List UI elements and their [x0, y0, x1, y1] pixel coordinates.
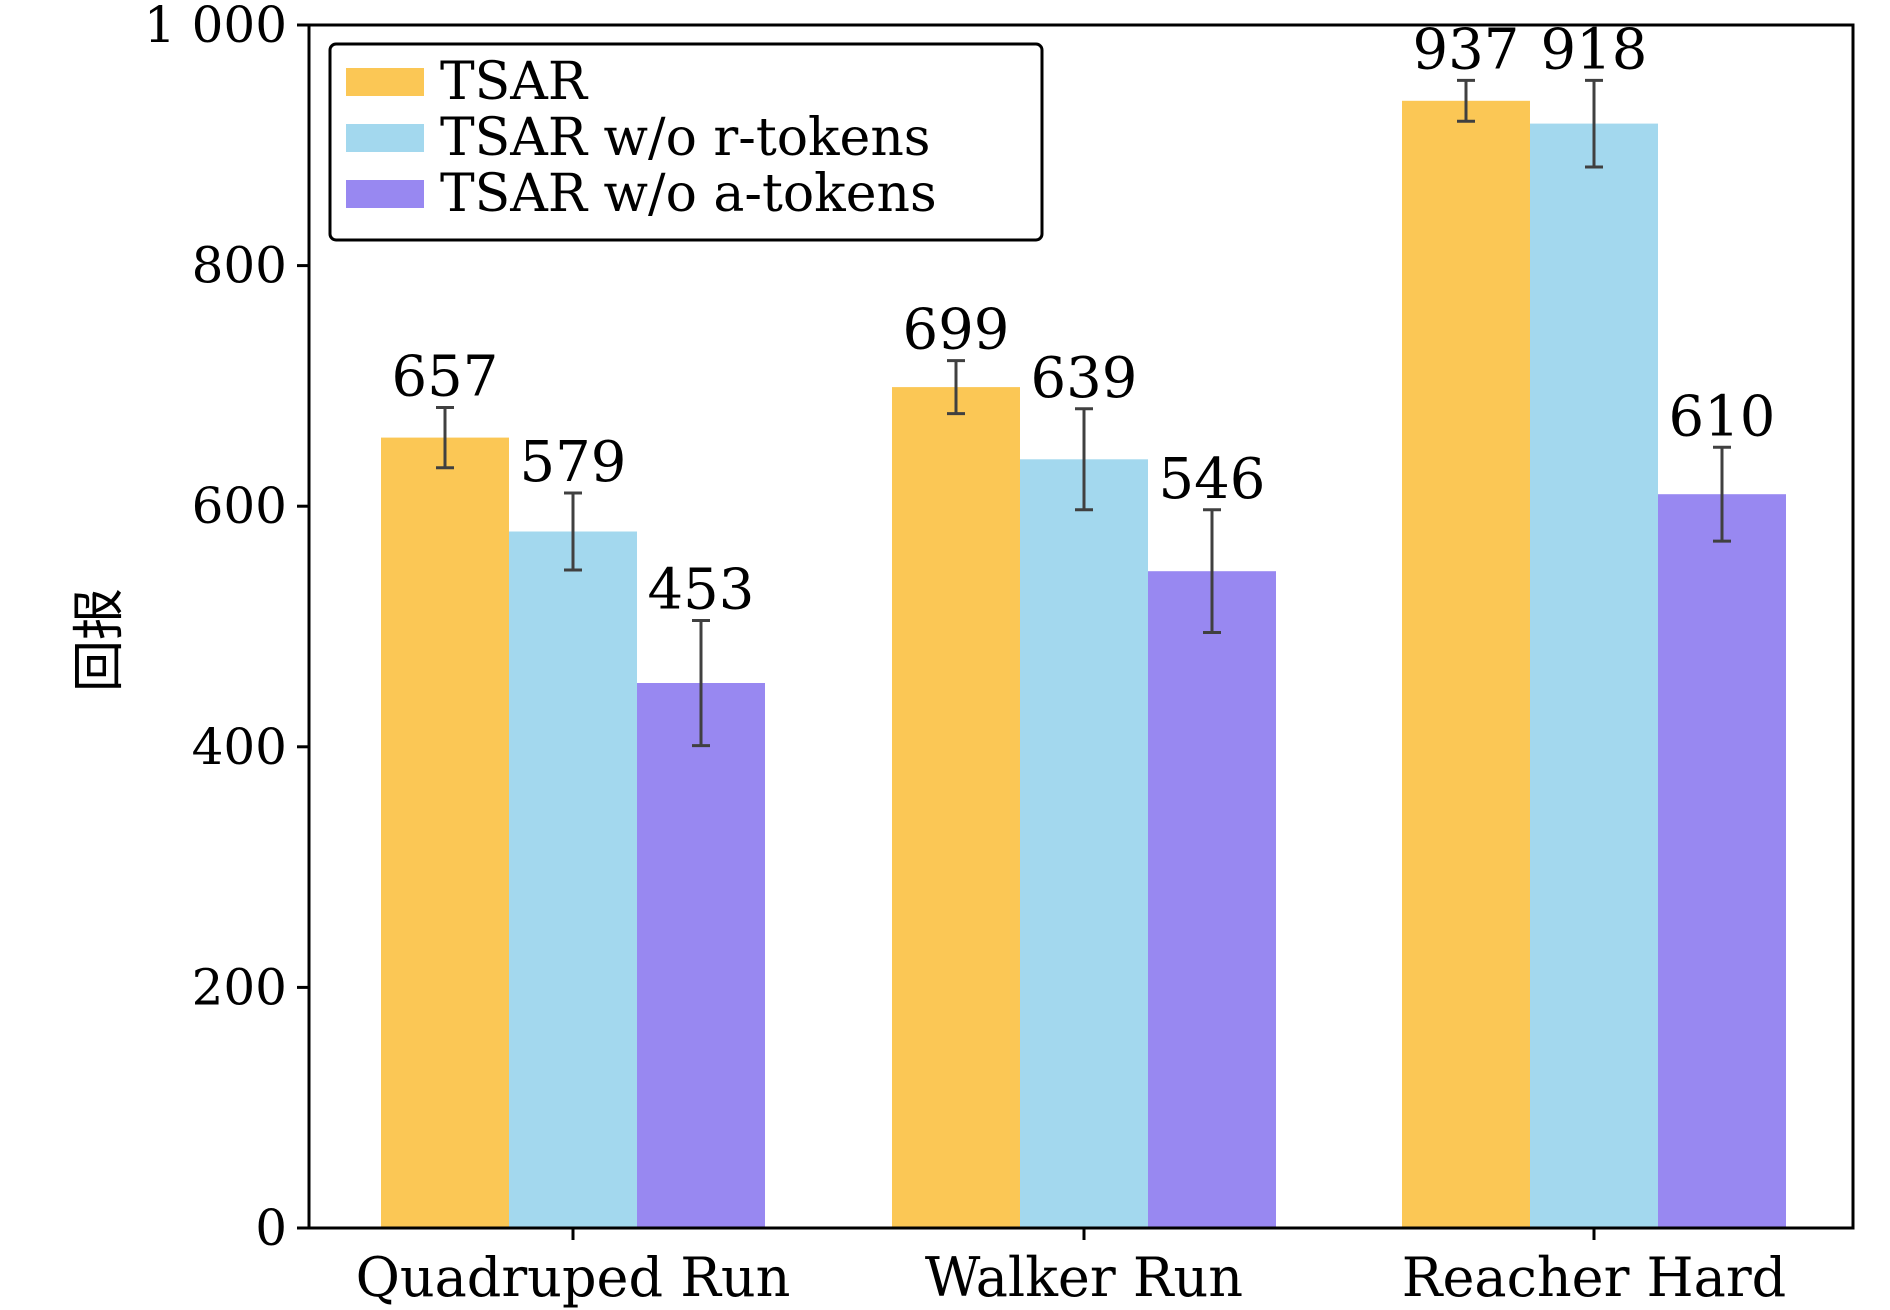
- bar: [1530, 123, 1658, 1229]
- legend-frame: [328, 42, 1044, 242]
- data-label: 699: [903, 298, 1010, 363]
- bar: [1148, 571, 1276, 1228]
- data-label: 657: [392, 345, 499, 410]
- y-tick-label: 200: [192, 958, 287, 1016]
- y-tick-label: 0: [255, 1199, 287, 1257]
- y-tick-label: 600: [192, 477, 287, 535]
- legend-swatch: [346, 68, 424, 96]
- legend-swatch: [346, 180, 424, 208]
- error-bars-layer: [436, 78, 1731, 748]
- bar: [509, 531, 637, 1228]
- legend-label: TSAR w/o a-tokens: [440, 164, 937, 224]
- y-tick-label: 1 000: [144, 0, 287, 54]
- bar: [1402, 100, 1530, 1228]
- y-tick-label: 400: [192, 718, 287, 776]
- bar: [381, 437, 509, 1229]
- data-label: 610: [1669, 384, 1776, 449]
- data-label: 918: [1541, 17, 1648, 82]
- bar: [1658, 494, 1786, 1228]
- legend-label: TSAR: [440, 52, 589, 112]
- data-label: 937: [1413, 17, 1520, 82]
- bar: [637, 683, 765, 1228]
- legend-label: TSAR w/o r-tokens: [440, 108, 931, 168]
- axes-layer: 0 200 400 600 800 1 000 Quadruped Run Walker Ru…: [144, 0, 1855, 1309]
- x-tick-label: Quadruped Run: [356, 1246, 791, 1309]
- bars-layer: [381, 100, 1786, 1229]
- data-label: 453: [648, 558, 755, 623]
- value-labels-layer: 657 699 937 579 639 918 453 546 610: [392, 17, 1776, 622]
- x-tick-label: Reacher Hard: [1402, 1246, 1786, 1309]
- data-label: 579: [520, 430, 627, 495]
- legend-swatch: [346, 124, 424, 152]
- y-tick-label: 800: [192, 237, 287, 295]
- bar: [892, 387, 1020, 1229]
- plot-frame: [307, 23, 1855, 1230]
- y-axis-title: 回报: [70, 588, 130, 692]
- x-tick-label: Walker Run: [925, 1246, 1243, 1309]
- data-label: 546: [1159, 447, 1266, 512]
- bar: [1020, 459, 1148, 1228]
- data-label: 639: [1031, 346, 1138, 411]
